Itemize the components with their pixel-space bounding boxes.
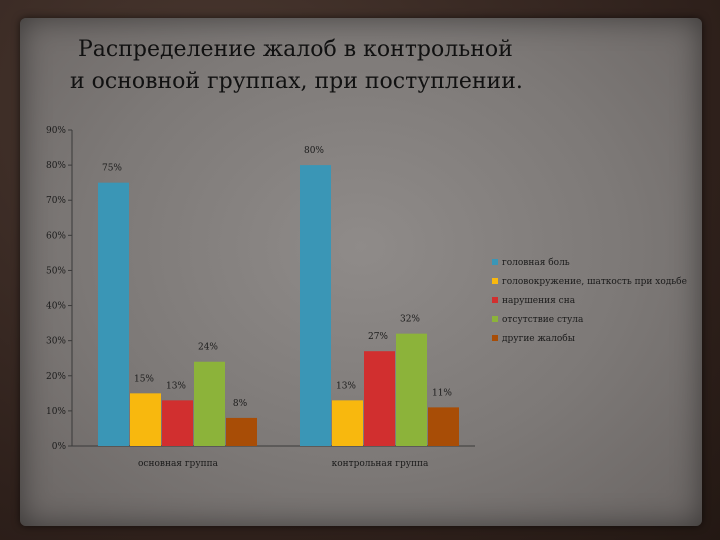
data-label: 8% xyxy=(233,399,248,409)
y-tick-label: 90% xyxy=(46,126,66,136)
chart-bars xyxy=(98,165,459,446)
bar xyxy=(428,407,459,446)
data-label: 11% xyxy=(432,388,452,398)
legend-swatch xyxy=(492,316,498,322)
data-label: 27% xyxy=(368,332,388,342)
legend-swatch xyxy=(492,297,498,303)
category-label: контрольная группа xyxy=(332,459,429,469)
data-label: 75% xyxy=(102,164,122,174)
bar xyxy=(162,400,193,446)
y-tick-label: 10% xyxy=(46,407,66,417)
bar xyxy=(130,393,161,446)
category-label: основная группа xyxy=(138,459,219,469)
legend-entry: нарушения сна xyxy=(502,296,576,306)
data-label: 32% xyxy=(400,315,420,325)
chart-legend: головная боль головокружение, шаткость пр… xyxy=(492,257,687,344)
slide-title-line-1: Распределение жалоб в контрольной xyxy=(78,37,513,62)
bar xyxy=(300,165,331,446)
slide-title: Распределение жалоб в контрольной и осно… xyxy=(70,34,670,98)
data-label: 80% xyxy=(304,146,324,156)
bar xyxy=(396,333,427,446)
bar xyxy=(364,351,395,446)
slide-title-line-2: и основной группах, при поступлении. xyxy=(70,69,523,94)
y-tick-label: 30% xyxy=(46,337,66,347)
y-tick-label: 50% xyxy=(46,266,66,276)
bar xyxy=(226,417,257,446)
legend-entry: отсутствие стула xyxy=(502,315,584,325)
y-tick-label: 80% xyxy=(46,161,66,171)
legend-entry: другие жалобы xyxy=(502,333,575,344)
y-tick-label: 0% xyxy=(52,442,67,452)
chart-category-labels: основная группа контрольная группа xyxy=(138,459,429,469)
chart-data-labels: 75% 15% 13% 24% 8% 80% 13% 27% 32% 11% xyxy=(102,146,452,409)
data-label: 13% xyxy=(336,381,356,391)
bar xyxy=(332,400,363,446)
y-tick-label: 60% xyxy=(46,231,66,241)
data-label: 13% xyxy=(166,381,186,391)
legend-swatch xyxy=(492,335,498,341)
bar xyxy=(194,361,225,446)
y-tick-label: 70% xyxy=(46,196,66,206)
data-label: 15% xyxy=(134,374,154,384)
legend-entry: головная боль xyxy=(502,257,570,268)
legend-entry: головокружение, шаткость при ходьбе xyxy=(502,276,687,287)
y-tick-label: 40% xyxy=(46,302,66,312)
legend-swatch xyxy=(492,278,498,284)
y-tick-label: 20% xyxy=(46,372,66,382)
legend-swatch xyxy=(492,259,498,265)
data-label: 24% xyxy=(198,343,218,353)
bar xyxy=(98,182,129,446)
